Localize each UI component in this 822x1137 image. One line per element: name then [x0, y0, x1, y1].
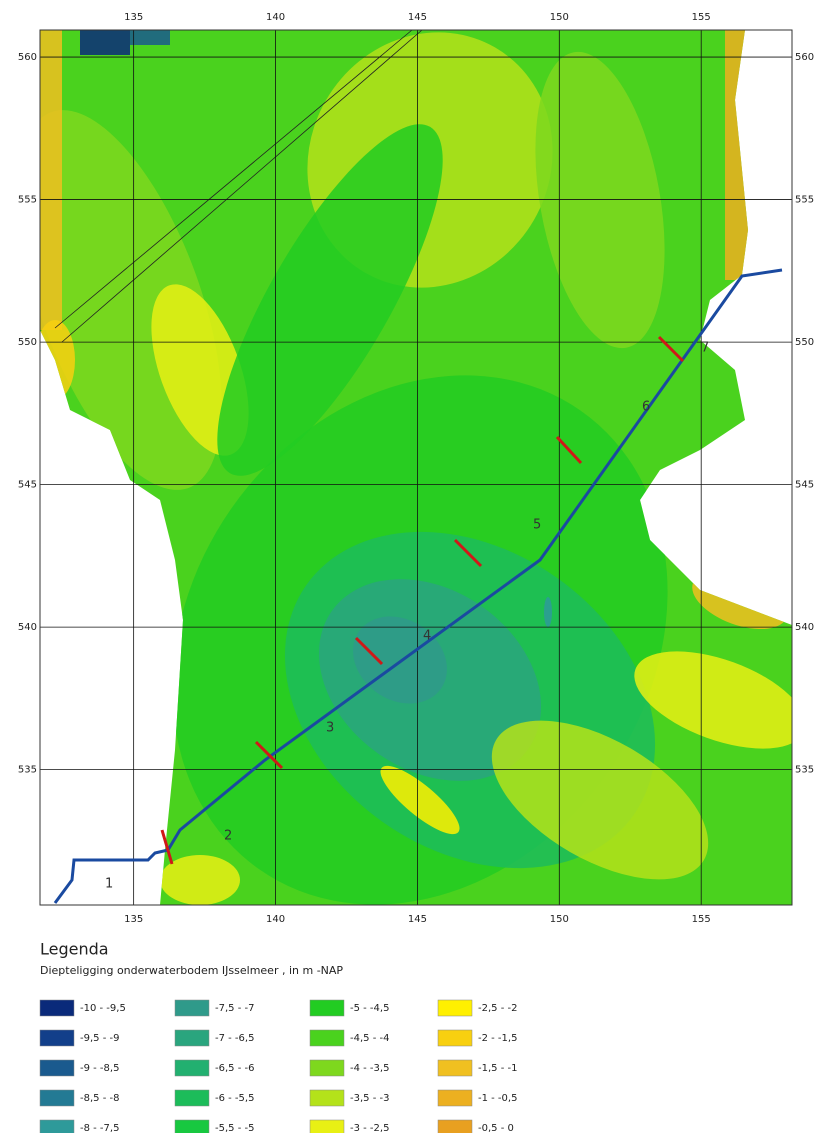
legend-swatch: [175, 1120, 209, 1133]
legend-swatch: [40, 1000, 74, 1016]
legend-swatch: [310, 1030, 344, 1046]
lake: [0, 0, 818, 1001]
legend-swatch: [438, 1090, 472, 1106]
legend-swatch: [175, 1060, 209, 1076]
legend-label: -8,5 - -8: [80, 1093, 119, 1104]
legend-label: -4 - -3,5: [350, 1063, 389, 1074]
legend-label: -6 - -5,5: [215, 1093, 254, 1104]
legend-label: -4,5 - -4: [350, 1033, 389, 1044]
legend-label: -8 - -7,5: [80, 1123, 119, 1133]
legend-swatch: [40, 1030, 74, 1046]
legend-swatch: [438, 1120, 472, 1133]
legend-swatch: [310, 1090, 344, 1106]
legend-label: -9 - -8,5: [80, 1063, 119, 1074]
legend-label: -1,5 - -1: [478, 1063, 517, 1074]
legend-swatch: [175, 1090, 209, 1106]
legend: -10 - -9,5 -9,5 - -9 -9 - -8,5 -8,5 - -8 -8 …: [40, 1000, 517, 1133]
legend-swatch: [175, 1030, 209, 1046]
legend-title: Legenda: [40, 940, 109, 959]
y-tick-label: 535: [795, 765, 814, 776]
y-tick-label: 560: [18, 52, 37, 63]
legend-swatch: [438, 1000, 472, 1016]
section-label: 3: [326, 721, 334, 736]
y-tick-label: 555: [795, 195, 814, 206]
depth-area: [35, 320, 75, 400]
legend-label: -5 - -4,5: [350, 1003, 389, 1014]
legend-label: -6,5 - -6: [215, 1063, 254, 1074]
legend-label: -7 - -6,5: [215, 1033, 254, 1044]
x-tick-label: 150: [550, 12, 569, 23]
section-label: 4: [423, 629, 431, 644]
legend-label: -10 - -9,5: [80, 1003, 126, 1014]
legend-swatch: [40, 1090, 74, 1106]
y-tick-label: 550: [795, 337, 814, 348]
y-tick-label: 535: [18, 765, 37, 776]
legend-subtitle: Diepteligging onderwaterbodem IJsselmeer…: [40, 964, 343, 977]
section-label: 6: [642, 400, 650, 415]
depth-area: [80, 30, 130, 55]
y-tick-label: 550: [18, 337, 37, 348]
legend-swatch: [175, 1000, 209, 1016]
x-tick-label: 135: [124, 914, 143, 925]
legend-label: -0,5 - 0: [478, 1123, 514, 1133]
y-tick-label: 560: [795, 52, 814, 63]
legend-swatch: [40, 1060, 74, 1076]
legend-label: -2 - -1,5: [478, 1033, 517, 1044]
y-tick-label: 540: [18, 622, 37, 633]
section-label: 7: [701, 341, 709, 356]
legend-label: -1 - -0,5: [478, 1093, 517, 1104]
y-tick-label: 545: [795, 480, 814, 491]
x-tick-label: 145: [408, 12, 427, 23]
y-tick-label: 540: [795, 622, 814, 633]
legend-label: -2,5 - -2: [478, 1003, 517, 1014]
section-label: 5: [533, 518, 541, 533]
x-tick-label: 155: [692, 12, 711, 23]
x-tick-label: 145: [408, 914, 427, 925]
x-tick-label: 155: [692, 914, 711, 925]
legend-swatch: [310, 1060, 344, 1076]
map-page: 1351351401401451451501501551555355355405…: [0, 0, 822, 1133]
x-tick-label: 150: [550, 914, 569, 925]
legend-label: -3 - -2,5: [350, 1123, 389, 1133]
legend-swatch: [40, 1120, 74, 1133]
depth-area: [725, 30, 755, 280]
depth-area: [544, 597, 552, 627]
y-tick-label: 545: [18, 480, 37, 491]
section-label: 1: [105, 877, 113, 892]
x-tick-label: 140: [266, 12, 285, 23]
y-tick-label: 555: [18, 195, 37, 206]
depth-area: [130, 30, 170, 45]
legend-swatch: [438, 1060, 472, 1076]
legend-label: -9,5 - -9: [80, 1033, 119, 1044]
legend-swatch: [438, 1030, 472, 1046]
section-label: 2: [224, 829, 232, 844]
legend-swatch: [310, 1000, 344, 1016]
legend-label: -7,5 - -7: [215, 1003, 254, 1014]
legend-label: -3,5 - -3: [350, 1093, 389, 1104]
depth-area: [40, 30, 62, 330]
x-tick-label: 135: [124, 12, 143, 23]
legend-label: -5,5 - -5: [215, 1123, 254, 1133]
legend-swatch: [310, 1120, 344, 1133]
x-tick-label: 140: [266, 914, 285, 925]
